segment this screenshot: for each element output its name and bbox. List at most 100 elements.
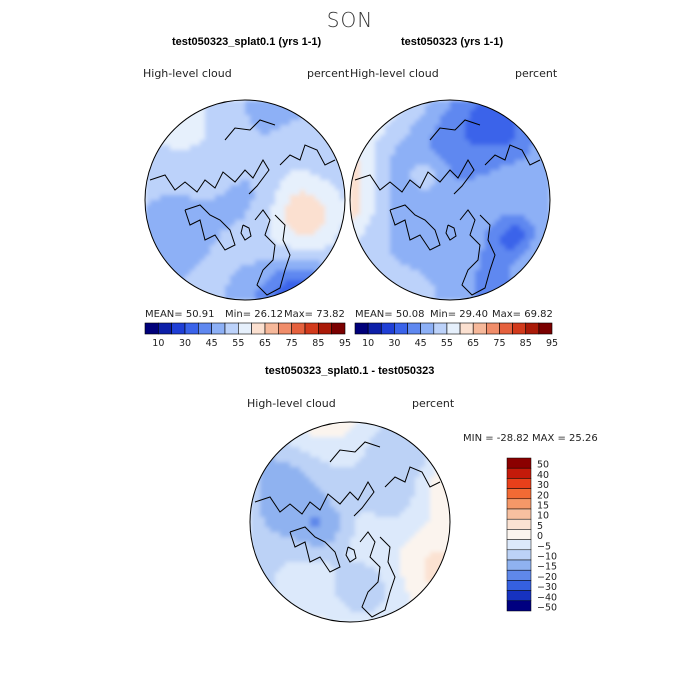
field-cell <box>375 492 381 498</box>
field-cell <box>330 427 336 433</box>
field-cell <box>390 230 396 236</box>
field-cell <box>220 150 226 156</box>
field-cell <box>260 200 266 206</box>
field-cell <box>365 145 371 151</box>
field-cell <box>335 255 341 261</box>
field-cell <box>415 170 421 176</box>
field-cell <box>250 200 256 206</box>
field-cell <box>385 190 391 196</box>
field-cell <box>190 120 196 126</box>
field-cell <box>235 110 241 116</box>
field-cell <box>410 537 416 543</box>
panel-2-mean: MEAN= 50.08 <box>355 309 425 320</box>
field-cell <box>390 150 396 156</box>
field-cell <box>315 120 321 126</box>
field-cell <box>175 200 181 206</box>
field-cell <box>300 170 306 176</box>
field-cell <box>235 145 241 151</box>
field-cell <box>535 180 541 186</box>
field-cell <box>370 607 376 613</box>
field-cell <box>290 130 296 136</box>
field-cell <box>420 507 426 513</box>
field-cell <box>390 240 396 246</box>
field-cell <box>385 552 391 558</box>
field-cell <box>430 567 436 573</box>
field-cell <box>280 602 286 608</box>
field-cell <box>320 592 326 598</box>
field-cell <box>190 290 196 296</box>
field-cell <box>355 170 361 176</box>
field-cell <box>355 220 361 226</box>
field-cell <box>440 512 446 518</box>
field-cell <box>270 120 276 126</box>
field-cell <box>165 205 171 211</box>
field-cell <box>465 205 471 211</box>
colorbar-swatch <box>459 322 474 335</box>
field-cell <box>520 140 526 146</box>
field-cell <box>365 150 371 156</box>
field-cell <box>355 612 361 618</box>
field-cell <box>270 517 276 523</box>
field-cell <box>300 562 306 568</box>
field-cell <box>355 442 361 448</box>
field-cell <box>285 452 291 458</box>
field-cell <box>370 592 376 598</box>
field-cell <box>360 215 366 221</box>
field-cell <box>470 105 476 111</box>
field-cell <box>400 512 406 518</box>
field-cell <box>395 582 401 588</box>
field-cell <box>465 230 471 236</box>
field-cell <box>445 110 451 116</box>
field-cell <box>525 235 531 241</box>
field-cell <box>415 582 421 588</box>
field-cell <box>445 527 450 533</box>
field-cell <box>495 250 501 256</box>
field-cell <box>300 467 306 473</box>
field-cell <box>345 562 351 568</box>
field-cell <box>200 280 206 286</box>
field-cell <box>465 295 471 300</box>
field-cell <box>430 512 436 518</box>
field-cell <box>270 592 276 598</box>
field-cell <box>365 245 371 251</box>
field-cell <box>355 175 361 181</box>
field-cell <box>345 552 351 558</box>
field-cell <box>290 472 296 478</box>
field-cell <box>515 185 521 191</box>
field-cell <box>295 597 301 603</box>
field-cell <box>390 140 396 146</box>
field-cell <box>345 482 351 488</box>
field-cell <box>440 150 446 156</box>
field-cell <box>250 507 256 513</box>
field-cell <box>195 150 201 156</box>
field-cell <box>320 160 326 166</box>
field-cell <box>180 235 186 241</box>
field-cell <box>315 245 321 251</box>
field-cell <box>400 230 406 236</box>
field-cell <box>395 577 401 583</box>
field-cell <box>430 457 436 463</box>
field-cell <box>425 115 431 121</box>
field-cell <box>305 265 311 271</box>
field-cell <box>215 225 221 231</box>
field-cell <box>335 527 341 533</box>
field-cell <box>340 507 346 513</box>
field-cell <box>430 110 436 116</box>
field-cell <box>170 160 176 166</box>
field-cell <box>480 160 486 166</box>
field-cell <box>160 235 166 241</box>
field-cell <box>390 260 396 266</box>
field-cell <box>330 140 336 146</box>
field-cell <box>360 517 366 523</box>
field-cell <box>155 215 161 221</box>
field-cell <box>330 492 336 498</box>
field-cell <box>395 260 401 266</box>
field-cell <box>415 245 421 251</box>
field-cell <box>300 452 306 458</box>
field-cell <box>395 200 401 206</box>
field-cell <box>290 275 296 281</box>
field-cell <box>300 290 306 296</box>
field-cell <box>265 200 271 206</box>
field-cell <box>240 120 246 126</box>
field-cell <box>260 130 266 136</box>
